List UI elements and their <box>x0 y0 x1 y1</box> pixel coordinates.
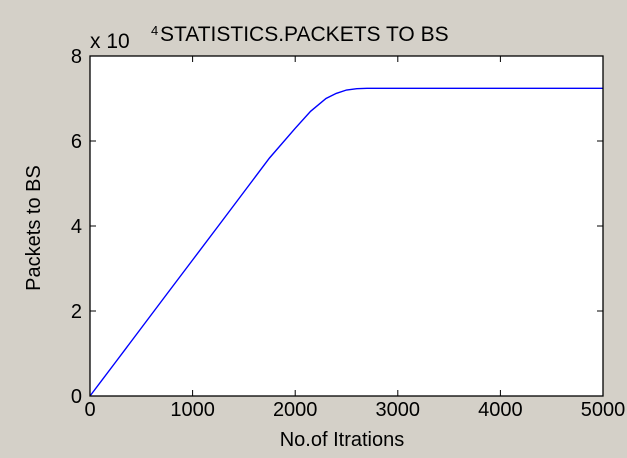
x-tick-label: 2000 <box>273 399 318 421</box>
series-line <box>89 87 603 397</box>
y-exponent-label: x 10 <box>90 30 130 53</box>
y-tick-label: 8 <box>71 46 82 68</box>
y-tick-label: 4 <box>71 216 82 238</box>
x-tick-label: 1000 <box>170 399 215 421</box>
y-tick-label: 2 <box>71 301 82 323</box>
x-axis-label: No.of Itrations <box>280 429 405 451</box>
y-tick-label: 0 <box>71 386 82 408</box>
y-tick-label: 6 <box>71 131 82 153</box>
x-tick-label: 3000 <box>376 399 421 421</box>
y-axis-label: Packets to BS <box>23 165 45 291</box>
x-tick-label: 5000 <box>581 399 626 421</box>
plot-area <box>90 56 603 396</box>
x-axis: 0 1000 2000 3000 4000 5000 <box>84 56 625 421</box>
x-tick-label: 0 <box>84 399 95 421</box>
plot-frame <box>89 55 604 397</box>
y-exponent-power: 4 <box>151 23 158 38</box>
chart-title: STATISTICS.PACKETS TO BS <box>160 23 449 46</box>
x-tick-label: 4000 <box>478 399 523 421</box>
